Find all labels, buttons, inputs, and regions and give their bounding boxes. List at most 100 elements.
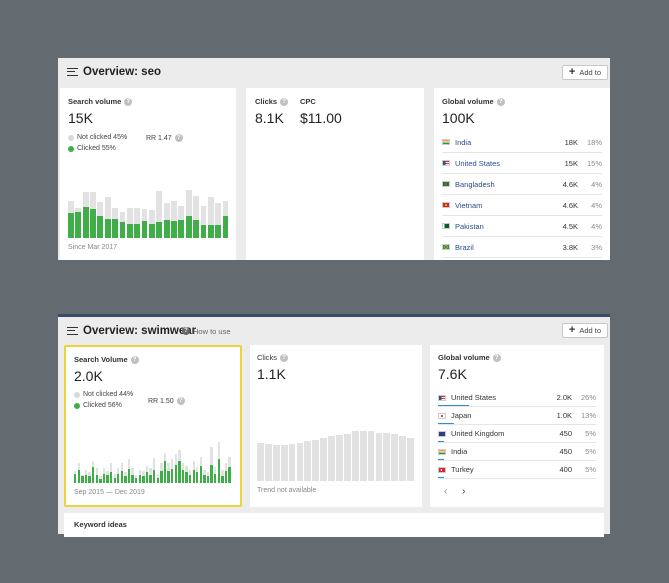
- volume-bar: [200, 205, 207, 238]
- country-volume: 4.5K: [562, 221, 578, 231]
- country-row[interactable]: India 18K 18%: [442, 132, 602, 153]
- country-volume: 4.6K: [562, 200, 578, 210]
- clicked-segment: [193, 220, 200, 238]
- volume-bar: [174, 453, 177, 483]
- country-row[interactable]: Vietnam 4.6K 4%: [442, 195, 602, 216]
- country-row[interactable]: United States 2.0K 26%: [438, 389, 596, 407]
- volume-bar: [185, 465, 188, 483]
- country-row[interactable]: United Kingdom 450 5%: [438, 425, 596, 443]
- volume-bar: [131, 468, 134, 483]
- country-row[interactable]: India 450 5%: [438, 443, 596, 461]
- clicks-bar: [312, 440, 320, 481]
- clicked-segment: [221, 476, 224, 483]
- clicks-value: 8.1K: [255, 110, 284, 126]
- not-clicked-dot: [74, 391, 80, 398]
- volume-bar: [117, 468, 120, 483]
- volume-bar: [138, 469, 142, 483]
- clicks-label: Clicks?: [257, 353, 288, 362]
- add-to-button[interactable]: + Add to: [561, 64, 608, 80]
- country-volume: 18K: [564, 137, 578, 147]
- volume-bar: [178, 205, 185, 238]
- search-volume-card[interactable]: Search volume? 15K Not clicked 45% RR 1.…: [60, 88, 236, 260]
- clicked-segment: [224, 471, 228, 483]
- overview-title: Overview: swimwear: [83, 325, 197, 337]
- help-icon[interactable]: ?: [280, 353, 288, 362]
- clicked-segment: [106, 475, 109, 483]
- country-row[interactable]: Brazil 3.8K 3%: [442, 237, 602, 258]
- clicked-segment: [88, 476, 91, 483]
- clicked-segment: [77, 469, 80, 483]
- country-row[interactable]: Bangladesh 4.6K 4%: [442, 174, 602, 195]
- brazil-flag-icon: [442, 244, 450, 250]
- add-to-button[interactable]: + Add to: [561, 323, 608, 338]
- volume-bar: [124, 472, 127, 483]
- clicks-bar: [351, 431, 359, 481]
- clicks-trend-chart: [257, 419, 415, 481]
- clicked-segment: [124, 476, 127, 483]
- country-share: 4%: [591, 179, 602, 189]
- country-row[interactable]: Turkey 400 5%: [438, 461, 596, 479]
- vietnam-flag-icon: [442, 202, 450, 208]
- clicked-segment: [170, 468, 174, 483]
- clicked-segment: [199, 465, 203, 483]
- cpc-value: $11.00: [300, 110, 342, 126]
- search-volume-card[interactable]: Search Volume? 2.0K Not clicked 44% RR 1…: [64, 345, 242, 507]
- help-icon[interactable]: ?: [176, 397, 185, 405]
- volume-bar: [222, 200, 229, 238]
- volume-bar: [135, 475, 138, 483]
- how-to-use-link[interactable]: ? How to use: [182, 327, 231, 336]
- country-row[interactable]: Japan 1.0K 13%: [438, 407, 596, 425]
- country-name: Vietnam: [455, 200, 483, 210]
- country-row[interactable]: Pakistan 4.5K 4%: [442, 216, 602, 237]
- clicks-value: 1.1K: [257, 366, 286, 382]
- help-icon[interactable]: ?: [496, 97, 505, 106]
- prev-page-icon[interactable]: ‹: [444, 486, 448, 497]
- help-icon[interactable]: ?: [130, 355, 139, 364]
- clicked-segment: [117, 473, 120, 483]
- clicked-segment: [206, 476, 210, 483]
- volume-bar: [102, 468, 106, 483]
- clicks-bar: [257, 442, 264, 481]
- clicked-segment: [142, 476, 145, 483]
- bangladesh-flag-icon: [442, 181, 450, 187]
- clicked-segment: [95, 475, 98, 483]
- uk-flag-icon: [438, 430, 446, 437]
- volume-bar: [109, 463, 113, 483]
- global-volume-label: Global volume?: [438, 353, 501, 362]
- clicked-segment: [163, 220, 170, 238]
- next-page-icon[interactable]: ›: [462, 486, 466, 497]
- volume-bar: [82, 192, 89, 238]
- country-share: 4%: [591, 200, 602, 210]
- clicked-segment: [104, 218, 111, 238]
- volume-bar: [221, 469, 224, 483]
- clicks-bar: [296, 442, 304, 481]
- clicked-segment: [210, 464, 213, 483]
- country-row[interactable]: United States 15K 15%: [442, 153, 602, 174]
- volume-bar: [192, 460, 195, 483]
- help-icon[interactable]: ?: [492, 353, 501, 362]
- trend-note: Trend not available: [257, 487, 317, 494]
- clicked-segment: [126, 223, 133, 238]
- clicked-segment: [97, 216, 104, 238]
- country-name: United States: [451, 393, 497, 402]
- country-name: United States: [455, 158, 501, 168]
- japan-flag-icon: [438, 412, 446, 419]
- help-icon[interactable]: ?: [174, 134, 183, 142]
- clicked-segment: [174, 464, 177, 483]
- global-volume-value: 100K: [442, 110, 475, 126]
- clicked-segment: [134, 223, 141, 238]
- volume-bar: [178, 450, 181, 483]
- menu-icon[interactable]: [67, 327, 78, 335]
- volume-bar: [171, 200, 177, 238]
- volume-bar: [77, 463, 80, 483]
- country-volume: 1.0K: [556, 411, 572, 420]
- country-volume: 3.8K: [562, 242, 578, 252]
- search-volume-label: Search Volume?: [74, 355, 139, 364]
- country-name: India: [455, 137, 472, 147]
- help-icon[interactable]: ?: [280, 97, 289, 106]
- clicked-segment: [207, 224, 214, 238]
- help-icon[interactable]: ?: [124, 97, 133, 106]
- menu-icon[interactable]: [67, 68, 78, 76]
- country-share: 4%: [591, 221, 602, 231]
- volume-bar: [88, 472, 91, 483]
